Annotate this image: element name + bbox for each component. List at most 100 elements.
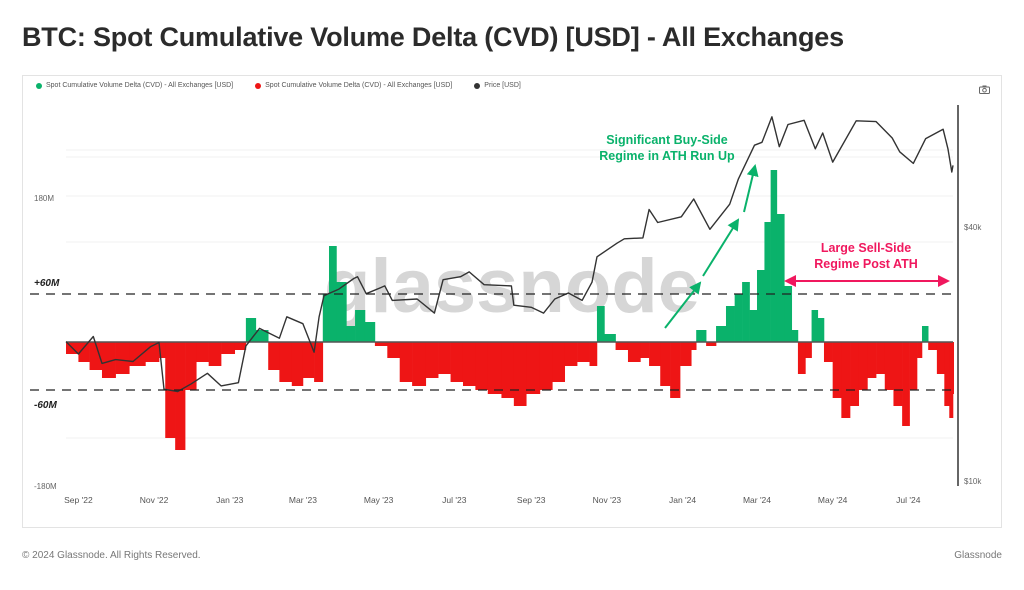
red-dot-icon (255, 82, 262, 89)
cvd-bar-positive (749, 310, 758, 342)
cvd-bar-negative (627, 342, 641, 362)
cvd-bar-positive (764, 222, 771, 342)
cvd-bar-negative (279, 342, 293, 382)
cvd-bar-negative (884, 342, 894, 390)
annotation-buy-side: Regime in ATH Run Up (599, 149, 735, 163)
y-right-tick-label: $10k (964, 477, 982, 486)
cvd-bar-negative (208, 342, 222, 366)
cvd-bar-negative (450, 342, 464, 382)
reference-label: +60M (34, 278, 60, 289)
y-left-tick-label: -180M (34, 482, 57, 491)
cvd-bar-positive (716, 326, 727, 342)
chart-container (22, 75, 1002, 528)
cvd-bar-negative (797, 342, 806, 374)
camera-icon[interactable] (979, 85, 990, 94)
cvd-bar-negative (78, 342, 90, 362)
cvd-bar-negative (867, 342, 877, 378)
x-tick-label: Jan '23 (216, 495, 243, 505)
cvd-bar-positive (355, 310, 366, 342)
cvd-bar-negative (944, 342, 950, 406)
cvd-bar-negative (196, 342, 209, 362)
cvd-bar-positive (346, 326, 356, 342)
cvd-bar-positive (596, 306, 605, 342)
cvd-bar-negative (234, 342, 247, 350)
cvd-bar-negative (501, 342, 515, 398)
cvd-bar-negative (513, 342, 527, 406)
cvd-bar-positive (696, 330, 707, 342)
cvd-bar-negative (691, 342, 697, 350)
cvd-bar-negative (680, 342, 692, 366)
annotation-buy-side: Significant Buy-Side (606, 133, 728, 147)
cvd-bar-negative (462, 342, 476, 386)
cvd-bar-negative (577, 342, 590, 362)
green-arrow-icon (743, 164, 759, 213)
x-tick-label: Nov '22 (140, 495, 169, 505)
page-title: BTC: Spot Cumulative Volume Delta (CVD) … (22, 22, 844, 52)
cvd-bar-negative (89, 342, 103, 370)
cvd-bar-negative (438, 342, 451, 374)
cvd-bar-positive (776, 214, 785, 342)
cvd-bar-negative (902, 342, 910, 426)
x-tick-label: Sep '23 (517, 495, 546, 505)
cvd-bar-positive (364, 322, 376, 342)
cvd-bar-negative (917, 342, 923, 358)
cvd-bar-positive (817, 318, 825, 342)
legend-label: Spot Cumulative Volume Delta (CVD) - All… (46, 82, 234, 89)
cvd-bar-positive (604, 334, 616, 342)
x-tick-label: Jul '24 (896, 495, 921, 505)
cvd-bar-positive (245, 318, 257, 342)
y-right-tick-label: $40k (964, 223, 982, 232)
cvd-bar-positive (811, 310, 819, 342)
cvd-bar-negative (823, 342, 833, 362)
x-tick-label: Mar '24 (743, 495, 771, 505)
cvd-bar-negative (649, 342, 661, 366)
cvd-bar-negative (159, 342, 166, 358)
cvd-bar-negative (374, 342, 388, 346)
legend-label: Price [USD] (484, 82, 521, 89)
cvd-bar-negative (185, 342, 197, 390)
cvd-bar-negative (221, 342, 236, 354)
cvd-bar-positive (255, 330, 269, 342)
cvd-bar-negative (909, 342, 918, 390)
cvd-bar-negative (928, 342, 938, 350)
cvd-bar-negative (953, 342, 954, 394)
cvd-bar-negative (640, 342, 650, 358)
x-tick-label: May '23 (364, 495, 394, 505)
cvd-bar-negative (387, 342, 401, 358)
legend-item-price[interactable]: Price [USD] (474, 82, 521, 89)
cvd-bar-negative (670, 342, 681, 398)
cvd-bar-negative (399, 342, 413, 382)
cvd-bar-positive (784, 286, 793, 342)
cvd-bar-negative (850, 342, 860, 406)
x-tick-label: Mar '23 (289, 495, 317, 505)
cvd-bar-negative (564, 342, 578, 366)
cvd-bar-negative (949, 342, 954, 418)
cvd-bar-positive (921, 326, 929, 342)
x-tick-label: Jul '23 (442, 495, 467, 505)
cvd-bar-negative (539, 342, 553, 390)
green-arrow-icon (664, 281, 702, 329)
reference-label: -60M (34, 400, 57, 411)
cvd-bar-positive (742, 282, 750, 342)
annotation-sell-side: Regime Post ATH (814, 257, 918, 271)
cvd-bar-negative (175, 342, 186, 450)
cvd-bar-positive (770, 170, 778, 342)
cvd-bar-positive (791, 330, 799, 342)
price-line (65, 116, 954, 393)
x-tick-label: May '24 (818, 495, 848, 505)
x-tick-label: Sep '22 (64, 495, 93, 505)
cvd-bar-negative (589, 342, 598, 366)
cvd-bar-negative (129, 342, 146, 366)
legend-item-cvd-negative[interactable]: Spot Cumulative Volume Delta (CVD) - All… (255, 82, 452, 89)
cvd-bar-negative (841, 342, 851, 418)
cvd-bar-negative (101, 342, 116, 378)
cvd-bar-positive (336, 282, 347, 342)
cvd-bar-positive (734, 294, 743, 342)
cvd-bar-negative (936, 342, 945, 374)
legend-label: Spot Cumulative Volume Delta (CVD) - All… (265, 82, 453, 89)
cvd-bar-negative (832, 342, 842, 398)
cvd-bar-negative (615, 342, 629, 350)
cvd-bar-negative (487, 342, 502, 394)
legend-item-cvd-positive[interactable]: Spot Cumulative Volume Delta (CVD) - All… (36, 82, 233, 89)
